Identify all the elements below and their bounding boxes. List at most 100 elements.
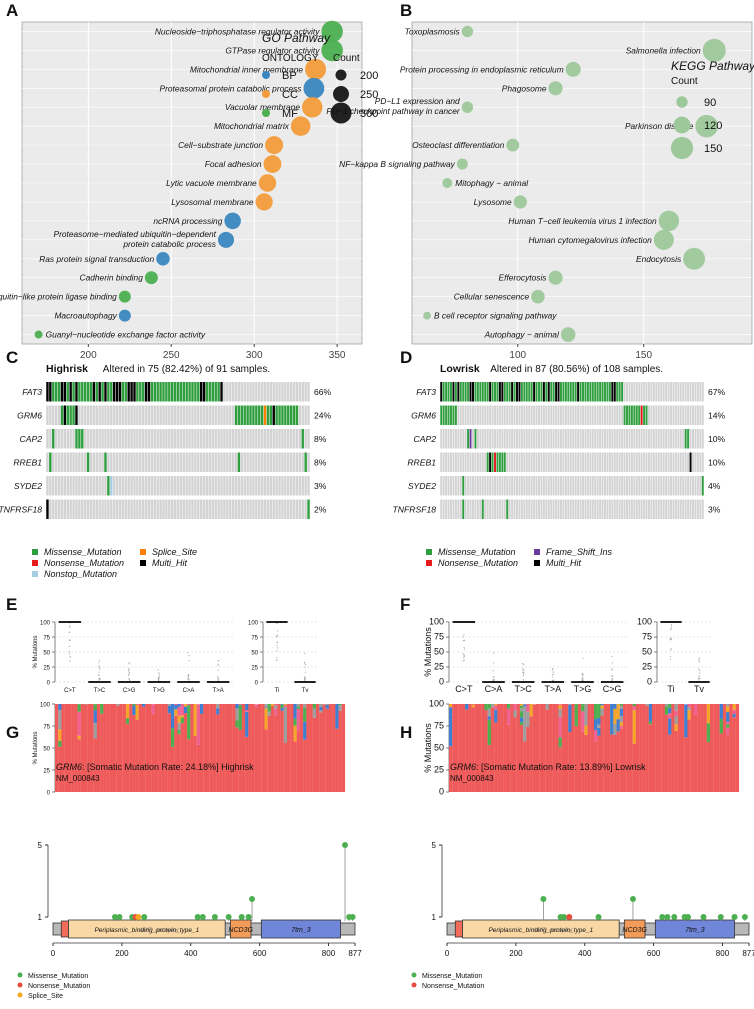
stacked-bar-segment: [693, 714, 698, 792]
oncoplot-cell: [258, 382, 261, 402]
stacked-bar-segment: [519, 708, 524, 712]
data-point: [522, 674, 524, 677]
stacked-bar-segment: [303, 721, 307, 740]
oncoplot-cell: [567, 429, 570, 449]
domain-box: [454, 920, 463, 938]
oncoplot-cell: [623, 499, 626, 519]
data-point: [548, 81, 563, 96]
stacked-bar-segment: [732, 717, 736, 792]
oncoplot-cell: [200, 452, 203, 472]
oncoplot-cell: [272, 452, 275, 472]
oncoplot-cell: [89, 452, 93, 472]
oncoplot-cell: [98, 429, 101, 449]
oncoplot-cell: [584, 382, 587, 402]
stacked-bar-segment: [319, 710, 323, 713]
oncoplot-cell: [513, 405, 516, 425]
oncoplot-cell: [467, 405, 470, 425]
oncoplot-cell: [202, 429, 206, 449]
stacked-bar-segment: [710, 704, 714, 792]
oncoplot-cell: [255, 452, 258, 472]
oncoplot-cell: [562, 405, 565, 425]
oncoplot-cell: [304, 499, 307, 519]
data-point: [276, 635, 279, 637]
stacked-bar-segment: [274, 715, 278, 792]
stacked-bar-segment: [597, 727, 601, 736]
oncoplot-cell: [626, 452, 628, 472]
oncoplot-cell: [547, 382, 550, 402]
oncoplot-cell: [63, 499, 67, 519]
stacked-bar-segment: [519, 725, 524, 792]
oncoplot-cell: [518, 476, 521, 496]
oncoplot-cell: [194, 499, 197, 519]
oncoplot-cell: [503, 405, 506, 425]
oncoplot-cell: [550, 452, 553, 472]
stacked-bar-segment: [251, 704, 255, 792]
oncoplot-cell: [101, 429, 104, 449]
oncoplot-cell: [652, 476, 655, 496]
oncoplot-cell: [165, 429, 168, 449]
stacked-bar-segment: [93, 704, 97, 711]
oncoplot-cell: [98, 452, 101, 472]
oncoplot-cell: [496, 452, 499, 472]
oncoplot-cell: [679, 499, 682, 519]
x-tick-label: 200: [80, 350, 97, 361]
oncoplot-cell: [75, 405, 78, 425]
data-point: [99, 678, 101, 680]
oncoplot-cell: [623, 405, 626, 425]
stacked-bar-segment: [726, 704, 730, 707]
stacked-bar-segment: [526, 704, 530, 712]
oncoplot-cell: [557, 452, 560, 472]
oncoplot-cell: [107, 452, 110, 472]
oncoplot-cell: [486, 499, 489, 519]
oncoplot-cell: [295, 405, 299, 425]
data-point: [158, 675, 160, 677]
term-label: Human T−cell leukemia virus 1 infection: [508, 216, 657, 226]
oncoplot-cell: [83, 499, 87, 519]
oncoplot-cell: [630, 382, 633, 402]
oncoplot-cell: [501, 476, 504, 496]
oncoplot-cell: [217, 499, 220, 519]
stacked-bar-segment: [590, 704, 595, 792]
stacked-bar-segment: [312, 704, 317, 709]
data-point: [276, 647, 279, 649]
y-tick-label: 0: [439, 787, 444, 797]
oncoplot-cell: [173, 476, 177, 496]
oncoplot-cell: [226, 452, 229, 472]
oncoplot-cell: [626, 476, 628, 496]
gene-percent: 10%: [708, 434, 726, 444]
oncoplot-cell: [613, 382, 616, 402]
stacked-bar-segment: [183, 706, 188, 714]
oncoplot-cell: [445, 405, 448, 425]
oncoplot-cell: [260, 382, 264, 402]
oncoplot-cell: [645, 499, 648, 519]
oncoplot-cell: [191, 382, 194, 402]
oncoplot-cell: [168, 452, 171, 472]
stacked-bar-segment: [558, 716, 562, 738]
oncoplot-cell: [269, 452, 273, 472]
oncoplot-cell: [133, 499, 136, 519]
data-point: [522, 679, 525, 681]
oncoplot-cell: [156, 382, 159, 402]
oncoplot-cell: [263, 382, 267, 402]
data-point: [158, 678, 160, 680]
oncoplot-cell: [72, 405, 75, 425]
oncoplot-cell: [657, 429, 660, 449]
stacked-bar-segment: [484, 704, 488, 706]
stacked-bar-segment: [526, 727, 530, 792]
term-label: PD−L1 expression and: [375, 96, 460, 106]
oncoplot-cell: [474, 405, 477, 425]
oncoplot-cell: [173, 452, 177, 472]
oncoplot-cell: [699, 429, 702, 449]
oncoplot-cell: [474, 476, 477, 496]
stacked-bar-segment: [481, 704, 485, 792]
x-tick-label: 800: [716, 949, 730, 958]
term-label: Autophagy − animal: [484, 330, 560, 340]
term-label: Cadherin binding: [80, 273, 144, 283]
oncoplot-cell: [550, 499, 553, 519]
stacked-bar-segment: [248, 704, 252, 792]
lollipop-head: [595, 914, 602, 920]
oncoplot-cell: [165, 476, 168, 496]
oncoplot-cell: [139, 382, 142, 402]
oncoplot-cell: [115, 499, 119, 519]
